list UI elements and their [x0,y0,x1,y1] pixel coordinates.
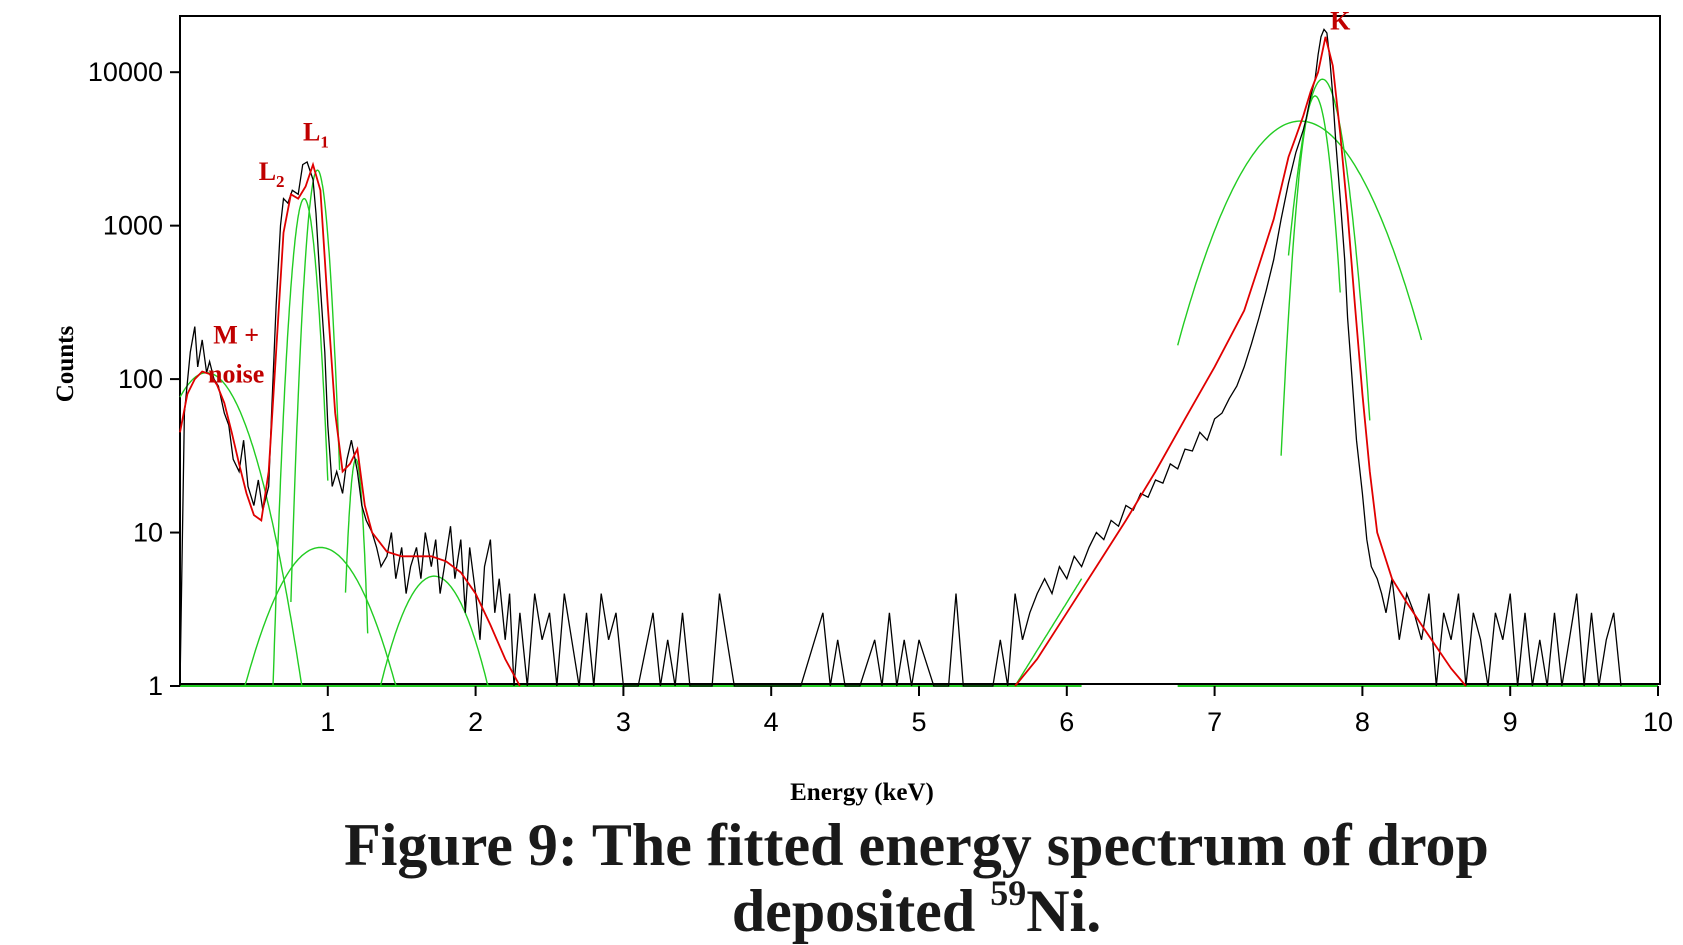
component-curve [179,372,328,687]
fit-components [179,78,1423,687]
measured-series-line [179,28,1622,687]
x-tick-label: 10 [1643,707,1673,737]
x-tick-label: 7 [1207,707,1222,737]
component-curve [1177,120,1423,346]
component-curve [1280,95,1341,456]
component-curve [290,169,341,603]
peak-label: L1 [303,117,329,151]
component-curve [344,458,369,634]
peak-annotations: K L1 L2 M + noise [208,6,1351,388]
y-tick-label: 10 [133,518,163,548]
figure-caption-line-1: Figure 9: The fitted energy spectrum of … [344,812,1489,878]
measured-data [179,28,1622,687]
peak-label-subscript: 1 [320,132,329,151]
y-tick-label: 10000 [88,57,163,87]
peak-label: M + [213,321,259,350]
total-fit [179,36,1467,687]
y-tick-label: 1000 [103,211,163,241]
y-tick-label: 1 [148,671,163,701]
caption-text: Ni. [1026,878,1102,944]
x-tick-label: 3 [616,707,631,737]
peak-label: noise [208,360,264,389]
fit-series-line [1014,36,1467,687]
x-tick-label: 1 [320,707,335,737]
component-curve [364,575,501,687]
peak-label-subscript: 2 [276,172,285,191]
caption-text: deposited [731,878,991,944]
component-curve [1014,578,1083,687]
x-tick-label: 2 [468,707,483,737]
peak-label: K [1330,6,1351,35]
x-axis-title: Energy (keV) [790,779,934,806]
y-tick-label: 100 [118,364,163,394]
x-tick-label: 9 [1503,707,1518,737]
x-tick-label: 5 [911,707,926,737]
x-tick-label: 6 [1059,707,1074,737]
y-axis-title: Counts [52,326,79,403]
y-axis: 1 10 100 1000 10000 [88,57,180,701]
component-curve [1287,78,1371,421]
plot-frame [179,15,1661,685]
x-tick-label: 4 [764,707,779,737]
peak-label: L2 [259,157,285,191]
figure-caption-line-2: deposited 59Ni. [0,875,1683,944]
fit-series-line [179,161,521,687]
x-tick-label: 8 [1355,707,1370,737]
caption-superscript: 59 [990,873,1027,913]
x-axis: 1 2 3 4 5 6 7 8 9 10 [320,686,1673,737]
component-curve [271,197,329,687]
